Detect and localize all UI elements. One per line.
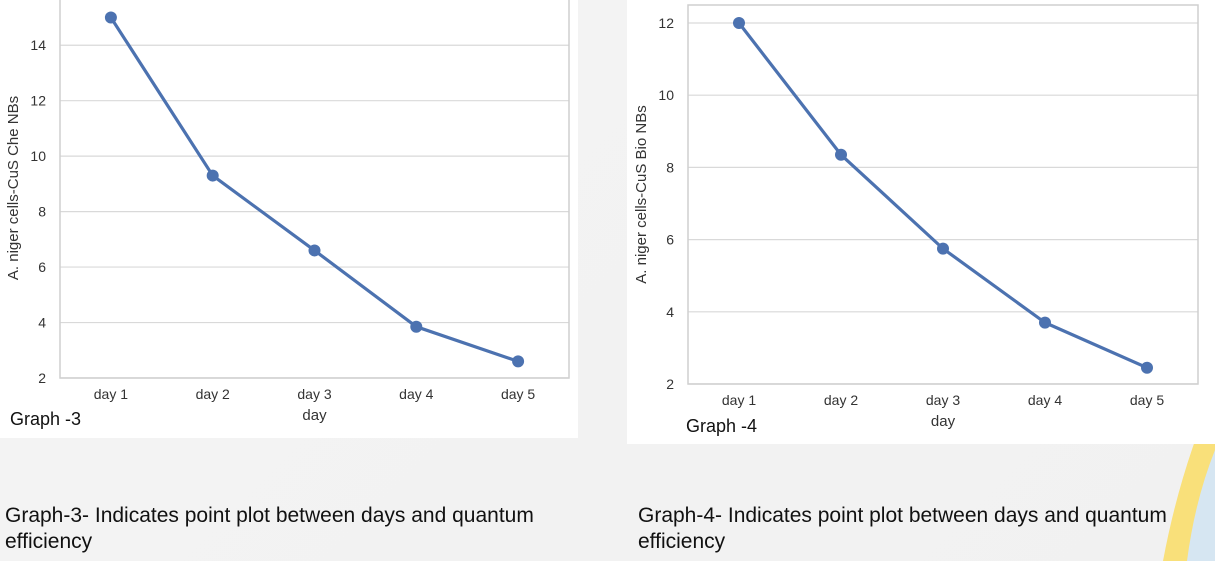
- graph4-ytick-label: 4: [666, 304, 674, 320]
- graph3-plot-frame: [59, 0, 570, 379]
- graph3-ytick-label: 12: [30, 93, 46, 109]
- graph3-xtick-label: day 4: [399, 386, 433, 402]
- graph4-x-axis-label: day: [931, 413, 956, 430]
- graph4-ytick-label: 2: [666, 376, 674, 392]
- graph3-ytick-label: 10: [30, 148, 46, 164]
- graph4-ytick-label: 6: [666, 232, 674, 248]
- caption-graph-3: Graph-3- Indicates point plot between da…: [5, 504, 534, 553]
- graph4-ytick-label: 10: [658, 87, 674, 103]
- graph3-xtick-label: day 5: [501, 386, 535, 402]
- point-plot-graph-3: 2 4 6 8 10 12 14 day 1 day 2 day 3 day 4 day 5 day A.…: [5, 0, 570, 424]
- graph3-data-point: [308, 244, 321, 257]
- caption-graph-4: Graph-4- Indicates point plot between da…: [638, 504, 1167, 553]
- graph3-data-point: [512, 355, 525, 368]
- graph4-data-point: [937, 242, 949, 255]
- graph3-ytick-label: 8: [38, 204, 46, 220]
- graph4-ytick-label: 12: [658, 15, 674, 31]
- graph-3-label: Graph -3: [10, 409, 82, 429]
- graph3-ytick-label: 14: [30, 37, 46, 53]
- graph4-data-point: [1039, 316, 1051, 329]
- graph3-data-point: [410, 320, 423, 333]
- graph3-xtick-label: day 2: [196, 386, 230, 402]
- graph4-plot-frame: [687, 4, 1199, 385]
- graph4-xtick-label: day 5: [1130, 392, 1164, 408]
- graph3-x-axis-label: day: [302, 407, 327, 424]
- graph3-ytick-label: 2: [38, 370, 46, 386]
- graph3-xtick-label: day 3: [297, 386, 331, 402]
- graph3-xtick-label: day 1: [94, 386, 128, 402]
- graph4-xtick-label: day 2: [824, 392, 858, 408]
- graph3-series-line: [109, 16, 519, 363]
- graph3-ytick-label: 6: [38, 259, 46, 275]
- graph4-ytick-label: 8: [666, 159, 674, 175]
- graph3-y-axis-label: A. niger cells-CuS Che NBs: [5, 96, 22, 280]
- chart-panel-graph-3: 2 4 6 8 10 12 14 day 1 day 2 day 3 day 4 day 5 day A.…: [0, 0, 578, 438]
- graph4-series-line: [737, 22, 1148, 370]
- graph4-xtick-label: day 1: [722, 392, 756, 408]
- graph4-xtick-label: day 4: [1028, 392, 1062, 408]
- graph4-y-axis-label: A. niger cells-CuS Bio NBs: [633, 105, 650, 283]
- graph3-data-point: [206, 169, 219, 182]
- graph4-data-point: [1141, 361, 1153, 374]
- chart-panel-graph-4: 2 4 6 8 10 12 day 1 day 2 day 3 day 4 day 5 day A. n…: [627, 0, 1215, 444]
- graph4-data-point: [835, 148, 847, 161]
- graph3-data-point: [104, 11, 117, 24]
- graph-4-label: Graph -4: [686, 416, 758, 436]
- graph4-xtick-label: day 3: [926, 392, 960, 408]
- point-plot-graph-4: 2 4 6 8 10 12 day 1 day 2 day 3 day 4 day 5 day A. n…: [633, 4, 1199, 430]
- graph4-data-point: [733, 17, 745, 29]
- graph3-ytick-label: 4: [38, 315, 46, 331]
